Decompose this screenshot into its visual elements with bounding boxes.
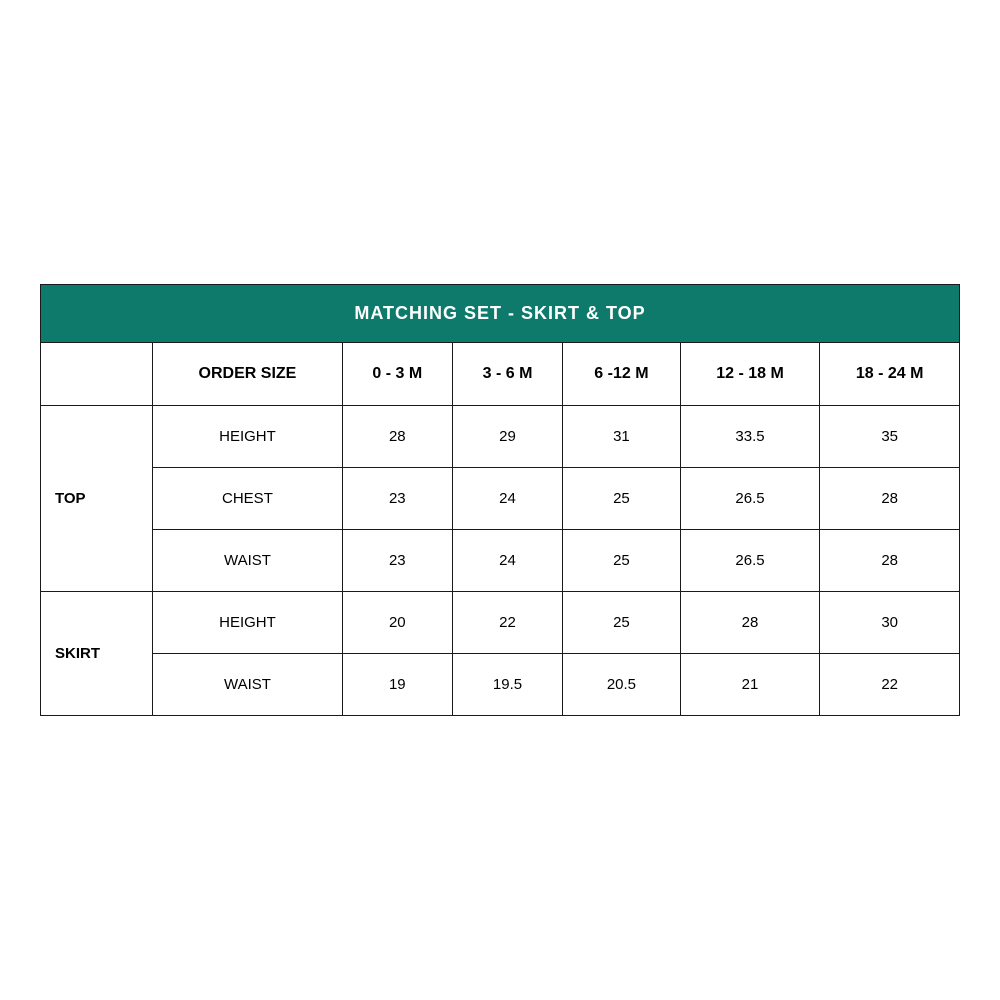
section-label-top: TOP: [41, 406, 153, 592]
cell: 22: [452, 592, 562, 654]
table-title: MATCHING SET - SKIRT & TOP: [41, 285, 960, 343]
cell: 28: [820, 468, 960, 530]
cell: 24: [452, 530, 562, 592]
table-title-row: MATCHING SET - SKIRT & TOP: [41, 285, 960, 343]
table: MATCHING SET - SKIRT & TOP ORDER SIZE 0 …: [40, 284, 960, 716]
table-row: CHEST 23 24 25 26.5 28: [41, 468, 960, 530]
table-row: TOP HEIGHT 28 29 31 33.5 35: [41, 406, 960, 468]
table-row: WAIST 19 19.5 20.5 21 22: [41, 654, 960, 716]
cell: 25: [563, 468, 681, 530]
cell: 33.5: [680, 406, 820, 468]
header-size-18-24: 18 - 24 M: [820, 343, 960, 406]
header-size-6-12: 6 -12 M: [563, 343, 681, 406]
measure-label: HEIGHT: [153, 592, 342, 654]
cell: 25: [563, 592, 681, 654]
cell: 26.5: [680, 530, 820, 592]
cell: 19: [342, 654, 452, 716]
table-row: SKIRT HEIGHT 20 22 25 28 30: [41, 592, 960, 654]
header-size-3-6: 3 - 6 M: [452, 343, 562, 406]
cell: 21: [680, 654, 820, 716]
cell: 23: [342, 530, 452, 592]
cell: 20: [342, 592, 452, 654]
cell: 25: [563, 530, 681, 592]
cell: 19.5: [452, 654, 562, 716]
cell: 26.5: [680, 468, 820, 530]
cell: 35: [820, 406, 960, 468]
cell: 30: [820, 592, 960, 654]
header-size-12-18: 12 - 18 M: [680, 343, 820, 406]
table-row: WAIST 23 24 25 26.5 28: [41, 530, 960, 592]
cell: 31: [563, 406, 681, 468]
size-chart-table: MATCHING SET - SKIRT & TOP ORDER SIZE 0 …: [40, 284, 960, 716]
measure-label: WAIST: [153, 654, 342, 716]
table-header-row: ORDER SIZE 0 - 3 M 3 - 6 M 6 -12 M 12 - …: [41, 343, 960, 406]
cell: 29: [452, 406, 562, 468]
section-label-skirt: SKIRT: [41, 592, 153, 716]
measure-label: CHEST: [153, 468, 342, 530]
cell: 20.5: [563, 654, 681, 716]
cell: 23: [342, 468, 452, 530]
header-empty: [41, 343, 153, 406]
cell: 28: [342, 406, 452, 468]
header-size-0-3: 0 - 3 M: [342, 343, 452, 406]
measure-label: HEIGHT: [153, 406, 342, 468]
cell: 28: [680, 592, 820, 654]
cell: 22: [820, 654, 960, 716]
cell: 24: [452, 468, 562, 530]
header-order-size: ORDER SIZE: [153, 343, 342, 406]
cell: 28: [820, 530, 960, 592]
measure-label: WAIST: [153, 530, 342, 592]
